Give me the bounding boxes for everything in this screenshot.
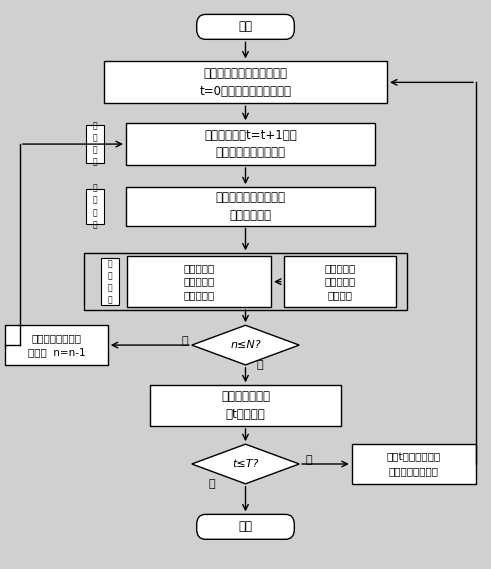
Text: 移动代理完成定
位t时刻定位: 移动代理完成定 位t时刻定位 [221, 390, 270, 421]
Text: 相邻节点传
递高斯参数
化置信度: 相邻节点传 递高斯参数 化置信度 [324, 263, 355, 300]
Bar [84, 253, 407, 310]
Text: 并
行
计
算: 并 行 计 算 [108, 259, 112, 304]
Bar [352, 444, 476, 484]
Text: 移动代理节点获得相邻
节点量测消息: 移动代理节点获得相邻 节点量测消息 [216, 191, 285, 221]
Text: 并
行
计
算: 并 行 计 算 [93, 121, 97, 167]
Text: 传递t时刻定位结果
（均值和协方差）: 传递t时刻定位结果 （均值和协方差） [387, 452, 441, 476]
Text: t≤T?: t≤T? [232, 459, 259, 469]
Text: 是: 是 [306, 455, 312, 465]
Text: 传递高斯参数化置
信度，  n=n-1: 传递高斯参数化置 信度， n=n-1 [28, 333, 85, 357]
Text: 并
行
计
算: 并 行 计 算 [93, 184, 97, 229]
Text: 否: 否 [257, 360, 264, 370]
Polygon shape [192, 325, 299, 365]
Text: 结束: 结束 [239, 520, 252, 533]
Bar [86, 125, 105, 163]
Text: 是: 是 [181, 336, 188, 346]
Bar [127, 256, 271, 307]
Text: 初始化网络参数，代理节点
t=0时刻状态满足高斯分布: 初始化网络参数，代理节点 t=0时刻状态满足高斯分布 [199, 67, 292, 98]
Text: 移动代理节
点完成分布
式协作定位: 移动代理节 点完成分布 式协作定位 [184, 263, 215, 300]
Text: 否: 否 [208, 479, 215, 489]
Bar [150, 385, 341, 426]
Text: 开始: 开始 [239, 20, 252, 34]
Text: 移动代理计算t=t+1时刻
状态预测均值和协方差: 移动代理计算t=t+1时刻 状态预测均值和协方差 [204, 129, 297, 159]
Bar [5, 325, 108, 365]
Bar [126, 187, 375, 226]
Bar [101, 258, 118, 305]
Text: n≤N?: n≤N? [230, 340, 261, 350]
Bar [104, 61, 387, 104]
Bar [126, 123, 375, 165]
Bar [86, 189, 105, 224]
Polygon shape [192, 444, 299, 484]
FancyBboxPatch shape [197, 514, 294, 539]
Bar [284, 256, 396, 307]
FancyBboxPatch shape [197, 14, 294, 39]
